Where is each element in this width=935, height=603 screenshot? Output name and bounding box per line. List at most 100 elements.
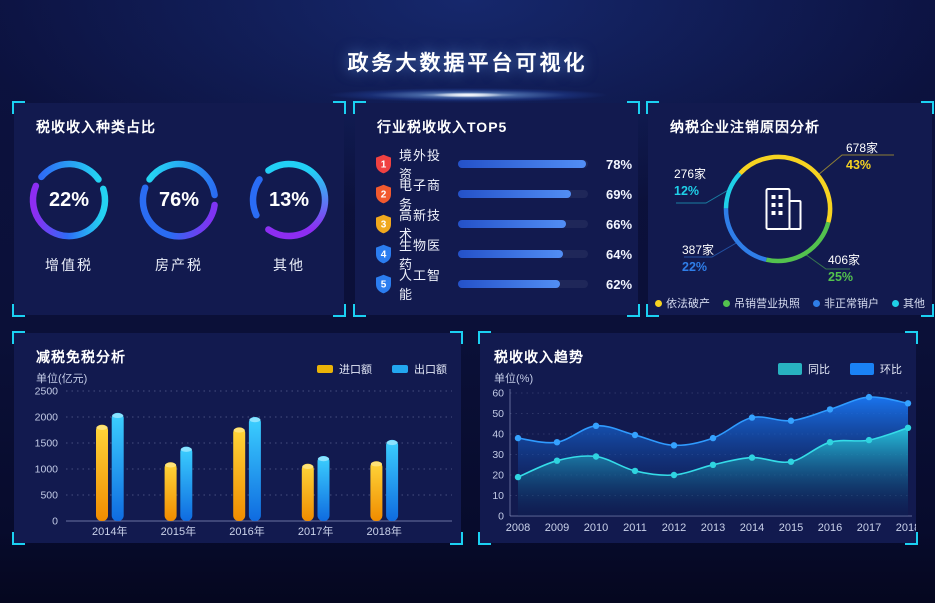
tax-type-rings: 22% 增值税 76% 房产税 13% 其他	[14, 154, 344, 275]
legend-item[interactable]: 非正常销户	[813, 295, 879, 311]
svg-text:2017: 2017	[857, 522, 881, 534]
rank-shield-icon: 5	[376, 274, 391, 294]
ring-label: 增值税	[45, 257, 93, 273]
svg-text:2014年: 2014年	[92, 524, 127, 538]
gauge-ring: 22%	[23, 154, 115, 246]
legend-item[interactable]: 出口额	[392, 361, 447, 377]
top5-percent-value: 78%	[606, 156, 633, 172]
legend-item[interactable]: 环比	[850, 361, 902, 377]
legend-dot	[892, 299, 899, 307]
svg-text:3: 3	[381, 219, 387, 230]
donut-callout: 406家 25%	[828, 253, 860, 284]
cancellation-donut-chart: 678家 43% 406家 25% 387家 22% 276家 12% 依法破产 吊销营业执照 非正…	[648, 103, 932, 315]
svg-text:20: 20	[492, 470, 504, 482]
donut-callout: 276家 12%	[674, 167, 706, 198]
top5-bar-track	[458, 280, 588, 288]
rank-shield-icon: 2	[376, 184, 391, 204]
callout-percent: 22%	[682, 260, 708, 274]
light-flare-decoration	[287, 86, 648, 104]
callout-percent: 43%	[846, 158, 872, 172]
ring-item: 76% 房产税	[129, 154, 229, 275]
top5-bar-fill	[458, 250, 563, 258]
gauge-ring: 76%	[133, 154, 225, 246]
panel-title-tax-reduction: 减税免税分析	[36, 349, 126, 365]
svg-text:2011: 2011	[623, 522, 647, 534]
legend-label: 其他	[903, 298, 925, 310]
corner-bracket	[627, 304, 640, 317]
svg-text:2010: 2010	[584, 522, 608, 534]
top5-bar-track	[458, 220, 588, 228]
svg-text:10: 10	[492, 490, 504, 502]
svg-text:0: 0	[498, 511, 504, 523]
legend-swatch	[392, 365, 408, 373]
legend-item[interactable]: 其他	[892, 295, 925, 311]
legend-label: 进口额	[339, 364, 372, 376]
top5-row: 4 生物医药 64%	[375, 238, 638, 272]
corner-bracket	[353, 101, 366, 114]
top5-industry-label: 人工智能	[399, 268, 442, 302]
legend-swatch	[778, 363, 802, 375]
top5-row: 1 境外投资 78%	[375, 148, 638, 182]
donut-legend: 依法破产 吊销营业执照 非正常销户 其他	[648, 295, 932, 311]
callout-count: 387家	[682, 243, 715, 257]
svg-text:2018年: 2018年	[366, 524, 401, 538]
gauge-ring: 13%	[243, 154, 335, 246]
svg-text:500: 500	[40, 490, 58, 502]
callout-count: 678家	[846, 141, 879, 155]
svg-text:2013: 2013	[701, 522, 725, 534]
svg-text:2015: 2015	[779, 522, 803, 534]
top5-percent-value: 62%	[606, 276, 633, 292]
svg-text:5: 5	[381, 279, 387, 290]
ring-percent-value: 76%	[158, 188, 200, 211]
industry-top5-list: 1 境外投资 78% 2 电子商务 69% 3 高新技术 66% 4 生物医药 64% 5 人工智能 62%	[355, 148, 638, 302]
ring-item: 13% 其他	[239, 154, 339, 275]
top5-industry-label: 境外投资	[399, 148, 442, 182]
svg-text:2016: 2016	[818, 522, 842, 534]
svg-text:1: 1	[381, 159, 387, 170]
panel-industry-top5: 行业税收收入TOP5 1 境外投资 78% 2 电子商务 69% 3 高新技术 66% 4 生物医药…	[353, 101, 640, 317]
svg-text:0: 0	[52, 516, 58, 528]
corner-bracket	[333, 304, 346, 317]
ring-chart-svg	[139, 160, 218, 240]
building-icon	[765, 188, 802, 230]
svg-text:4: 4	[381, 249, 387, 260]
bottom-row: 减税免税分析 单位(亿元) 进口额 出口额 0 500 1000 1500 2000 250…	[12, 331, 935, 545]
legend-item[interactable]: 进口额	[317, 361, 372, 377]
top5-percent-value: 69%	[606, 186, 633, 202]
svg-text:60: 60	[492, 388, 504, 400]
top5-row: 3 高新技术 66%	[375, 208, 638, 242]
panel-title-tax-type: 税收收入种类占比	[36, 119, 156, 135]
panel-title-cancellation: 纳税企业注销原因分析	[670, 119, 820, 135]
svg-text:1500: 1500	[35, 438, 59, 450]
top5-row: 2 电子商务 69%	[375, 178, 638, 212]
top5-percent-value: 66%	[606, 216, 633, 232]
top5-industry-label: 高新技术	[399, 208, 442, 242]
svg-text:50: 50	[492, 408, 504, 420]
legend-item[interactable]: 同比	[778, 361, 830, 377]
panel-title-tax-trend: 税收收入趋势	[494, 349, 584, 365]
top-row: 税收收入种类占比 22% 增值税 76% 房产税 13% 其他 行业税收收入TOP5 1 境…	[12, 101, 935, 317]
callout-percent: 25%	[828, 270, 854, 284]
top5-bar-fill	[458, 160, 586, 168]
donut-callout: 387家 22%	[682, 243, 714, 274]
y-axis-unit-label: 单位(亿元)	[36, 373, 88, 385]
legend-item[interactable]: 吊销营业执照	[723, 295, 800, 311]
svg-text:2012: 2012	[662, 522, 686, 534]
svg-text:40: 40	[492, 429, 504, 441]
svg-text:2: 2	[381, 189, 387, 200]
panel-cancellation-analysis: 纳税企业注销原因分析 678家 43% 406家 25% 387家 22% 276家 12% 依…	[646, 101, 934, 317]
ring-item: 22% 增值税	[19, 154, 119, 275]
svg-text:2018: 2018	[896, 522, 916, 534]
top5-bar-fill	[458, 280, 560, 288]
ring-percent-value: 22%	[48, 188, 90, 211]
ring-chart-svg	[29, 160, 109, 240]
legend-item[interactable]: 依法破产	[655, 295, 710, 311]
top5-bar-fill	[458, 220, 566, 228]
ring-chart-svg	[249, 160, 329, 240]
svg-text:30: 30	[492, 449, 504, 461]
y-axis-unit-label: 单位(%)	[494, 373, 534, 385]
legend-swatch	[317, 365, 333, 373]
top5-industry-label: 电子商务	[399, 178, 442, 212]
svg-text:2000: 2000	[35, 412, 59, 424]
